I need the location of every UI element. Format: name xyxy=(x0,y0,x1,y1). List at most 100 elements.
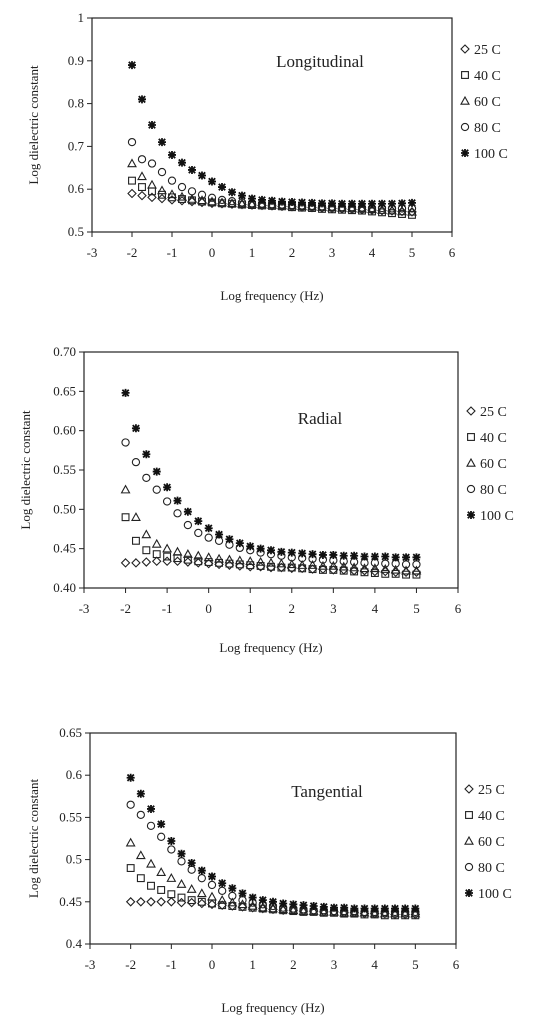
chart-title: Radial xyxy=(298,409,343,428)
x-tick-label: 5 xyxy=(412,957,419,972)
data-point xyxy=(227,198,237,208)
data-point xyxy=(187,196,197,207)
data-point xyxy=(166,873,177,882)
data-point xyxy=(339,551,348,560)
legend-marker xyxy=(465,889,473,897)
data-point xyxy=(177,182,187,192)
data-point xyxy=(138,95,146,104)
data-point xyxy=(193,558,204,568)
legend-marker xyxy=(466,484,476,494)
data-point xyxy=(379,908,390,918)
data-point xyxy=(289,900,298,909)
x-tick-label: -3 xyxy=(79,601,90,616)
data-point xyxy=(163,483,172,492)
legend-marker xyxy=(460,44,470,54)
x-tick-label: 1 xyxy=(249,957,256,972)
legend-item: 100 C xyxy=(465,887,512,902)
data-point xyxy=(158,138,166,147)
data-point xyxy=(387,205,397,215)
x-tick-label: 5 xyxy=(409,245,416,260)
x-tick-label: 6 xyxy=(449,245,456,260)
data-point xyxy=(125,837,136,847)
x-tick-label: -2 xyxy=(125,957,136,972)
data-point xyxy=(204,533,213,542)
data-point xyxy=(128,176,136,185)
data-point xyxy=(299,901,308,910)
data-point xyxy=(197,195,207,205)
chart-title: Tangential xyxy=(291,782,363,801)
data-point xyxy=(162,543,173,553)
data-point xyxy=(255,556,266,566)
legend-item: 40 C xyxy=(467,431,507,446)
data-point xyxy=(350,904,359,913)
data-point xyxy=(218,199,226,208)
data-point xyxy=(278,197,286,206)
data-point xyxy=(228,188,236,197)
y-tick-label: 0.7 xyxy=(68,138,85,153)
data-point xyxy=(125,897,136,907)
legend-item: 100 C xyxy=(467,509,514,524)
data-point xyxy=(411,565,422,575)
data-point xyxy=(197,898,207,909)
x-axis-label: Log frequency (Hz) xyxy=(221,1000,324,1015)
data-point xyxy=(214,559,224,570)
data-point xyxy=(203,552,214,562)
data-point xyxy=(318,550,327,559)
data-point xyxy=(157,185,167,195)
data-point xyxy=(297,560,308,569)
data-point xyxy=(197,866,206,875)
data-point xyxy=(288,198,296,207)
data-point xyxy=(157,832,166,841)
data-point xyxy=(217,195,227,205)
data-point xyxy=(197,190,207,199)
data-point xyxy=(319,902,328,911)
data-point xyxy=(358,199,366,208)
data-point xyxy=(391,569,400,578)
data-point xyxy=(339,907,350,917)
data-point xyxy=(142,450,151,459)
data-point xyxy=(235,539,244,548)
data-point xyxy=(126,773,135,782)
data-point xyxy=(349,907,360,917)
y-tick-label: 0.4 xyxy=(66,936,83,951)
data-point xyxy=(151,556,162,567)
data-point xyxy=(208,198,216,207)
data-point xyxy=(147,881,155,890)
legend-label: 80 C xyxy=(478,861,505,876)
data-point xyxy=(359,563,370,573)
data-point xyxy=(131,512,141,521)
chart-panel-tangential: 0.4 0.45 0.5 0.55 0.6 0.65 -3 -2 -1 0 1 2 3 4 5 6 Log fr… xyxy=(26,725,512,1015)
data-point xyxy=(357,203,367,213)
data-point xyxy=(237,899,248,909)
data-point xyxy=(279,899,288,908)
legend-label: 40 C xyxy=(478,809,505,824)
y-tick-label: 0.55 xyxy=(53,462,76,477)
data-point xyxy=(204,524,213,533)
data-point xyxy=(258,896,267,905)
data-point xyxy=(121,513,130,522)
data-point xyxy=(350,567,359,576)
chart-panel-longitudinal: 0.5 0.6 0.7 0.8 0.9 1 -3 -2 -1 0 1 2 3 4 5 6 Log frequen… xyxy=(26,10,508,303)
data-point xyxy=(268,903,278,913)
y-tick-label: 0.8 xyxy=(68,96,84,111)
data-point xyxy=(408,198,416,207)
chart-panel-radial: 0.40 0.45 0.50 0.55 0.60 0.65 0.70 -3 -2 -1 0 1 2 3 4 5… xyxy=(18,344,514,655)
chart-title: Longitudinal xyxy=(276,52,364,71)
legend-label: 100 C xyxy=(474,147,508,162)
y-tick-label: 0.5 xyxy=(66,852,82,867)
data-point xyxy=(152,485,161,494)
data-point xyxy=(177,893,186,902)
data-point xyxy=(318,565,327,574)
legend-marker xyxy=(461,71,469,79)
legend-label: 40 C xyxy=(474,69,501,84)
data-point xyxy=(166,897,177,907)
data-point xyxy=(328,560,339,570)
legend-item: 80 C xyxy=(466,483,507,498)
data-point xyxy=(257,200,267,211)
y-tick-label: 0.6 xyxy=(66,767,83,782)
x-tick-label: -1 xyxy=(167,245,178,260)
data-point xyxy=(128,61,136,70)
data-point xyxy=(173,554,182,563)
data-point xyxy=(390,564,401,574)
x-tick-label: 2 xyxy=(289,245,296,260)
